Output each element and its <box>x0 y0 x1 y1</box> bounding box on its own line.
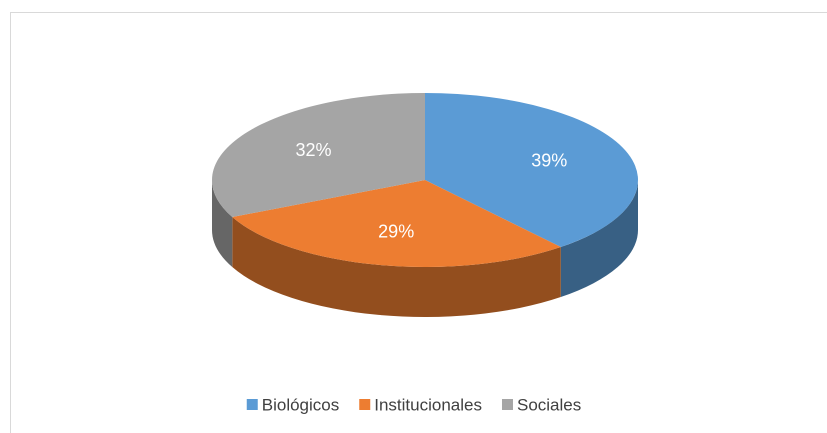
legend-swatch <box>359 399 371 410</box>
legend-label: Institucionales <box>374 395 482 414</box>
data-label: 32% <box>295 140 331 160</box>
slice <box>211 92 425 218</box>
chart-frame <box>10 12 827 433</box>
legend-swatch <box>246 399 258 410</box>
slice-side <box>560 180 638 298</box>
legend-swatch <box>501 399 513 410</box>
data-label: 29% <box>378 221 414 241</box>
slice-side <box>232 217 561 317</box>
slice <box>232 180 561 267</box>
slice <box>425 93 638 248</box>
legend-label: Biológicos <box>262 395 340 414</box>
legend-label: Sociales <box>517 395 581 414</box>
data-label: 39% <box>531 150 567 170</box>
slice-side <box>212 180 233 268</box>
